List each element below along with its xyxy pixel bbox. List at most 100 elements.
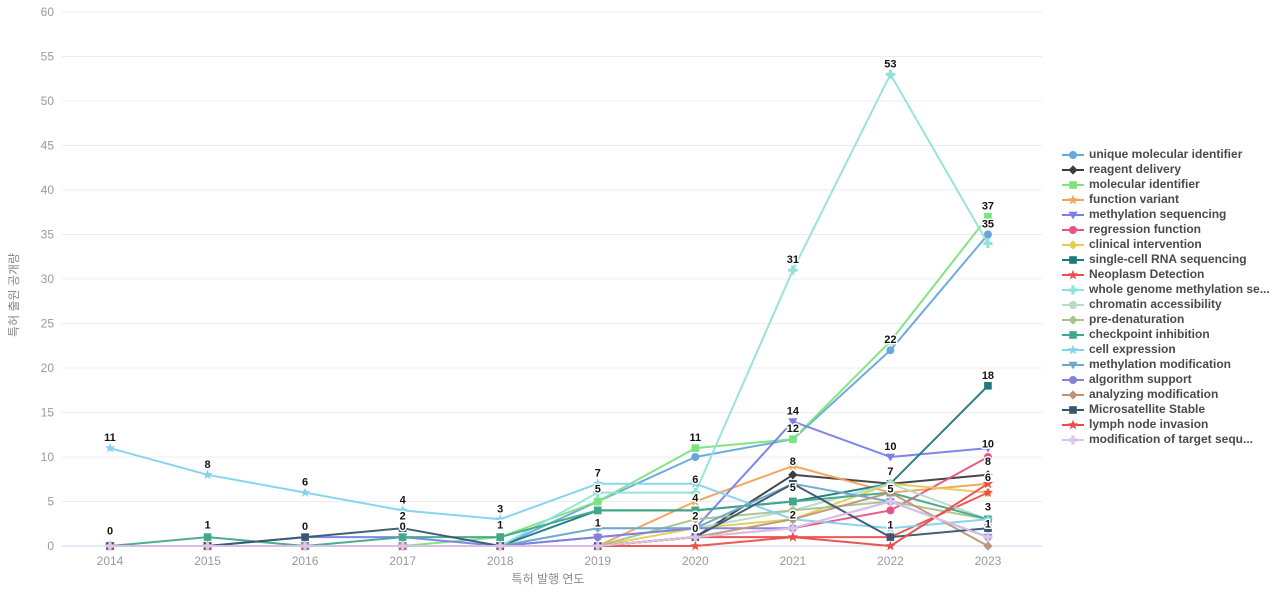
legend-label: methylation sequencing	[1089, 207, 1227, 221]
legend-item-reagent-delivery[interactable]: reagent delivery	[1062, 162, 1270, 177]
legend-item-neoplasm-detection[interactable]: Neoplasm Detection	[1062, 267, 1270, 282]
y-tick-label: 30	[41, 272, 55, 286]
data-point-label: 6	[302, 477, 308, 489]
y-tick-label: 15	[41, 406, 55, 420]
legend-marker-icon	[1062, 314, 1084, 325]
legend-item-chromatin-accessibility[interactable]: chromatin accessibility	[1062, 297, 1270, 312]
legend-marker-icon	[1062, 300, 1084, 309]
data-point-label: 31	[787, 254, 799, 266]
legend-item-whole-genome-methylation-se-[interactable]: whole genome methylation se...	[1062, 282, 1270, 297]
legend-label: algorithm support	[1089, 372, 1192, 386]
data-point-label: 5	[595, 484, 601, 496]
data-point-label: 1	[204, 519, 210, 531]
legend-label: analyzing modification	[1089, 387, 1219, 401]
legend-marker-icon	[1062, 419, 1084, 429]
chart-legend: unique molecular identifier reagent deliv…	[1062, 147, 1270, 447]
legend-label: pre-denaturation	[1089, 312, 1185, 326]
legend-item-methylation-sequencing[interactable]: methylation sequencing	[1062, 207, 1270, 222]
data-point-label: 18	[982, 370, 994, 382]
y-tick-label: 45	[41, 139, 55, 153]
legend-marker-icon	[1062, 361, 1084, 369]
data-point-label: 53	[884, 58, 896, 70]
legend-item-analyzing-modification[interactable]: analyzing modification	[1062, 387, 1270, 402]
legend-item-clinical-intervention[interactable]: clinical intervention	[1062, 237, 1270, 252]
legend-item-molecular-identifier[interactable]: molecular identifier	[1062, 177, 1270, 192]
data-point-label: 2	[400, 510, 406, 522]
legend-item-single-cell-rna-sequencing[interactable]: single-cell RNA sequencing	[1062, 252, 1270, 267]
data-point-label: 6	[985, 472, 991, 484]
legend-item-cell-expression[interactable]: cell expression	[1062, 342, 1270, 357]
x-axis-title: 특허 발행 연도	[512, 571, 585, 586]
x-tick-label: 2022	[877, 554, 904, 568]
legend-marker-icon	[1062, 344, 1084, 354]
legend-item-methylation-modification[interactable]: methylation modification	[1062, 357, 1270, 372]
legend-marker-icon	[1062, 164, 1084, 175]
y-tick-label: 50	[41, 94, 55, 108]
legend-marker-icon	[1062, 180, 1084, 189]
y-tick-label: 5	[47, 495, 54, 509]
x-tick-label: 2020	[682, 554, 709, 568]
legend-marker-icon	[1062, 225, 1084, 234]
legend-label: checkpoint inhibition	[1089, 327, 1210, 341]
legend-marker-icon	[1062, 284, 1084, 295]
data-point-label: 8	[790, 456, 796, 468]
x-tick-label: 2016	[292, 554, 319, 568]
legend-item-microsatellite-stable[interactable]: Microsatellite Stable	[1062, 402, 1270, 417]
data-point-label: 1	[595, 518, 601, 530]
y-tick-label: 60	[41, 5, 55, 19]
series-modification-of-target-sequ-	[105, 496, 993, 551]
point-labels: 1108160420317511164203114128525322107513…	[103, 57, 996, 539]
data-point-label: 5	[887, 484, 893, 496]
series-whole-genome-methylation-se-	[105, 69, 993, 551]
x-tick-label: 2017	[389, 554, 416, 568]
data-point-label: 2	[692, 510, 698, 522]
legend-label: modification of target sequ...	[1089, 432, 1254, 446]
legend-label: Neoplasm Detection	[1089, 267, 1205, 281]
legend-label: lymph node invasion	[1089, 417, 1209, 431]
legend-marker-icon	[1062, 389, 1084, 400]
data-point-label: 0	[107, 526, 113, 538]
legend-label: regression function	[1089, 222, 1202, 236]
legend-label: molecular identifier	[1089, 177, 1200, 191]
series-molecular-identifier	[106, 212, 992, 550]
data-point-label: 0	[302, 521, 308, 533]
legend-label: Microsatellite Stable	[1089, 402, 1206, 416]
data-point-label: 11	[104, 432, 116, 444]
y-tick-label: 40	[41, 183, 55, 197]
data-point-label: 35	[982, 219, 994, 231]
legend-label: whole genome methylation se...	[1089, 282, 1270, 296]
data-point-label: 1	[887, 519, 893, 531]
data-point-label: 1	[497, 519, 503, 531]
legend-item-checkpoint-inhibition[interactable]: checkpoint inhibition	[1062, 327, 1270, 342]
data-point-label: 4	[692, 493, 699, 505]
legend-label: chromatin accessibility	[1089, 297, 1222, 311]
legend-item-algorithm-support[interactable]: algorithm support	[1062, 372, 1270, 387]
y-tick-label: 10	[41, 450, 55, 464]
legend-item-unique-molecular-identifier[interactable]: unique molecular identifier	[1062, 147, 1270, 162]
data-point-label: 0	[400, 521, 406, 533]
x-tick-label: 2023	[975, 554, 1002, 568]
legend-marker-icon	[1062, 211, 1084, 219]
data-point-label: 7	[887, 466, 893, 478]
data-point-label: 2	[790, 510, 796, 522]
data-point-label: 5	[790, 482, 796, 494]
data-point-label: 4	[400, 494, 407, 506]
legend-label: cell expression	[1089, 342, 1176, 356]
data-point-label: 8	[985, 456, 991, 468]
data-point-label: 6	[692, 474, 698, 486]
legend-item-function-variant[interactable]: function variant	[1062, 192, 1270, 207]
legend-item-lymph-node-invasion[interactable]: lymph node invasion	[1062, 417, 1270, 432]
y-tick-label: 0	[47, 539, 54, 553]
x-tick-label: 2015	[194, 554, 221, 568]
legend-item-modification-of-target-sequ-[interactable]: modification of target sequ...	[1062, 432, 1270, 447]
data-point-label: 22	[884, 334, 896, 346]
y-tick-label: 55	[41, 50, 55, 64]
legend-marker-icon	[1062, 405, 1084, 414]
legend-item-regression-function[interactable]: regression function	[1062, 222, 1270, 237]
legend-item-pre-denaturation[interactable]: pre-denaturation	[1062, 312, 1270, 327]
y-axis-title: 특허 출원 공개량	[7, 253, 21, 337]
legend-marker-icon	[1062, 434, 1084, 445]
